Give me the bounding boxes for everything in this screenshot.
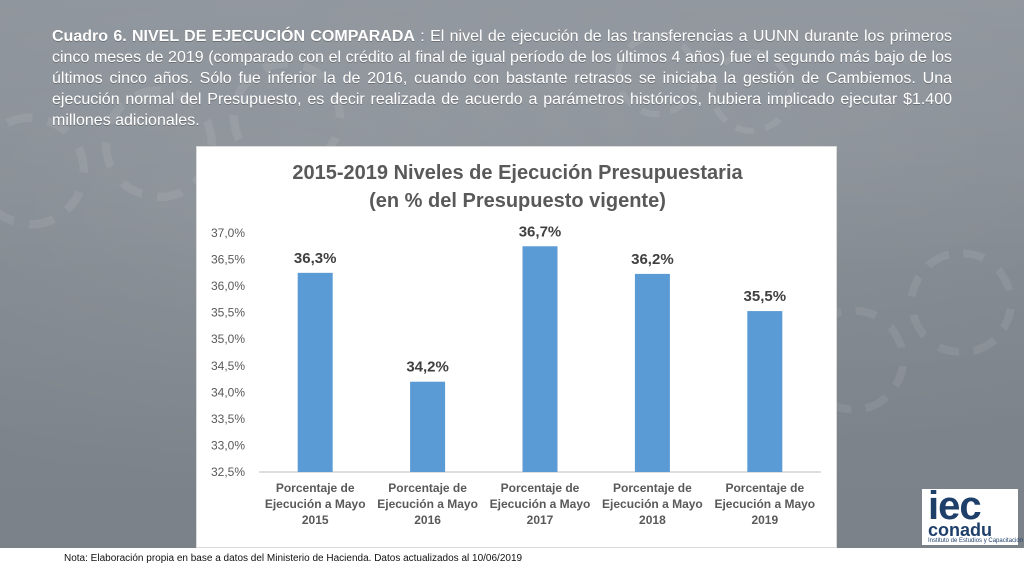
x-category-label-line: Porcentaje de bbox=[613, 481, 692, 495]
bar bbox=[747, 311, 783, 472]
x-category-label-line: Ejecución a Mayo bbox=[714, 497, 815, 511]
bar bbox=[522, 246, 558, 472]
x-category-label-line: Porcentaje de bbox=[276, 481, 355, 495]
y-tick-label: 33,5% bbox=[211, 412, 245, 426]
bar-value-label: 36,7% bbox=[519, 223, 562, 240]
x-category-label-line: Ejecución a Mayo bbox=[602, 497, 703, 511]
x-category-label-line: Ejecución a Mayo bbox=[265, 497, 366, 511]
y-tick-label: 35,0% bbox=[211, 332, 245, 346]
x-category-label-line: 2018 bbox=[639, 513, 666, 527]
y-tick-label: 34,0% bbox=[211, 385, 245, 399]
bar bbox=[297, 272, 333, 472]
header-body: : El nivel de ejecución de las transfere… bbox=[52, 28, 953, 129]
y-tick-label: 33,0% bbox=[211, 438, 245, 452]
x-category-label: Porcentaje de Ejecución a Mayo 2018 bbox=[602, 481, 703, 527]
value-labels: 36,3% 34,2% 36,7% 36,2% 35,5% bbox=[294, 223, 786, 375]
y-tick-label: 32,5% bbox=[211, 465, 245, 479]
footnote: Nota: Elaboración propia en base a datos… bbox=[64, 553, 523, 564]
x-category-label: Porcentaje de Ejecución a Mayo 2015 bbox=[265, 481, 366, 527]
y-tick-label: 36,5% bbox=[211, 253, 245, 267]
x-category-label: Porcentaje de Ejecución a Mayo 2019 bbox=[714, 481, 815, 527]
chart-card: 2015-2019 Niveles de Ejecución Presupues… bbox=[196, 146, 837, 548]
x-category-label-line: 2017 bbox=[527, 513, 554, 527]
bar-value-label: 34,2% bbox=[406, 359, 449, 376]
bar-value-label: 35,5% bbox=[744, 288, 787, 305]
bar-chart: 2015-2019 Niveles de Ejecución Presupues… bbox=[211, 162, 821, 527]
chart-title-line-2: (en % del Presupuesto vigente) bbox=[369, 190, 666, 212]
y-tick-label: 34,5% bbox=[211, 359, 245, 373]
bars bbox=[297, 246, 783, 472]
header-bold: Cuadro 6. NIVEL DE EJECUCIÓN COMPARADA bbox=[52, 28, 415, 45]
logo-tagline: Instituto de Estudios y Capacitación bbox=[928, 538, 1024, 544]
x-category-label-line: Porcentaje de bbox=[501, 481, 580, 495]
chart-title-line-1: 2015-2019 Niveles de Ejecución Presupues… bbox=[292, 162, 743, 184]
bar bbox=[634, 273, 670, 472]
x-axis-categories: Porcentaje de Ejecución a Mayo 2015Porcent… bbox=[265, 481, 815, 527]
y-axis: 32,5% 33,0% 33,5% 34,0% 34,5% 35,0% 35,5% 36,0%… bbox=[211, 226, 245, 479]
y-tick-label: 36,0% bbox=[211, 279, 245, 293]
x-category-label-line: Ejecución a Mayo bbox=[490, 497, 591, 511]
bar bbox=[410, 381, 446, 472]
x-category-label: Porcentaje de Ejecución a Mayo 2017 bbox=[490, 481, 591, 527]
x-category-label-line: Porcentaje de bbox=[725, 481, 804, 495]
slide-header-text: Cuadro 6. NIVEL DE EJECUCIÓN COMPARADA :… bbox=[52, 26, 952, 142]
y-tick-label: 37,0% bbox=[211, 226, 245, 240]
x-category-label-line: Porcentaje de bbox=[388, 481, 467, 495]
y-tick-label: 35,5% bbox=[211, 306, 245, 320]
iec-conadu-logo: iec conadu Instituto de Estudios y Capac… bbox=[922, 484, 1023, 545]
bottom-band bbox=[0, 548, 1024, 576]
x-category-label-line: 2015 bbox=[302, 513, 329, 527]
logo-iec: iec bbox=[928, 484, 982, 528]
bar-value-label: 36,3% bbox=[294, 250, 337, 267]
bar-value-label: 36,2% bbox=[631, 251, 674, 268]
x-category-label-line: Ejecución a Mayo bbox=[377, 497, 478, 511]
x-category-label-line: 2019 bbox=[751, 513, 778, 527]
x-category-label: Porcentaje de Ejecución a Mayo 2016 bbox=[377, 481, 478, 527]
x-category-label-line: 2016 bbox=[414, 513, 441, 527]
logo-conadu: conadu bbox=[928, 520, 993, 540]
